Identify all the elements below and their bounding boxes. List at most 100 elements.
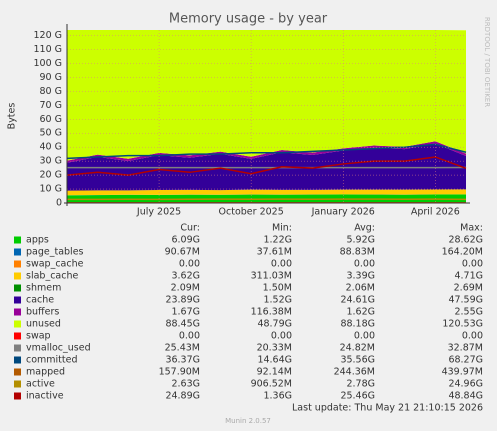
legend-value: 906.52M: [251, 379, 292, 390]
legend-label: slab_cache: [26, 271, 78, 282]
y-axis-label: Bytes: [7, 103, 18, 130]
legend-value: 37.61M: [257, 247, 292, 258]
legend-label: swap_cache: [26, 259, 84, 270]
legend-value: 2.55G: [454, 307, 483, 318]
legend-value: 1.67G: [171, 307, 200, 318]
legend-swatch: [14, 272, 21, 280]
legend-label: page_tables: [26, 247, 84, 258]
y-tick-label: 0: [56, 198, 62, 209]
legend-header: Max:: [460, 223, 483, 234]
legend-value: 25.46G: [340, 391, 375, 402]
legend-value: 47.59G: [448, 295, 483, 306]
legend-header: Avg:: [354, 223, 375, 234]
legend-label: vmalloc_used: [26, 343, 91, 354]
legend-value: 35.56G: [340, 355, 375, 366]
legend-swatch: [14, 248, 21, 256]
line: [66, 156, 467, 176]
y-tick-label: 110 G: [33, 44, 62, 55]
legend-value: 120.53G: [442, 319, 483, 330]
legend-label: mapped: [26, 367, 65, 378]
legend-value: 311.03M: [251, 271, 292, 282]
legend-value: 1.50M: [263, 283, 292, 294]
legend-label: cache: [26, 295, 54, 306]
legend-value: 4.71G: [454, 271, 483, 282]
legend-value: 48.79G: [257, 319, 292, 330]
legend-swatch: [14, 284, 21, 292]
area: [67, 194, 466, 196]
legend-value: 48.84G: [448, 391, 483, 402]
legend-swatch: [14, 320, 21, 328]
legend-value: 1.52G: [263, 295, 292, 306]
legend-value: 0.00: [179, 331, 200, 342]
legend-value: 88.45G: [165, 319, 200, 330]
legend-label: buffers: [26, 307, 59, 318]
legend-swatch: [14, 368, 21, 376]
legend-value: 164.20M: [442, 247, 483, 258]
legend-label: unused: [26, 319, 61, 330]
legend-value: 36.37G: [165, 355, 200, 366]
legend-swatch: [14, 260, 21, 268]
legend-value: 90.67M: [165, 247, 200, 258]
legend-swatch: [14, 236, 21, 244]
x-tick-label: October 2025: [219, 207, 284, 218]
y-tick-label: 50 G: [40, 128, 62, 139]
y-tick-label: 60 G: [40, 114, 62, 125]
y-tick-label: 70 G: [40, 100, 62, 111]
legend-value: 14.64G: [257, 355, 292, 366]
legend-value: 88.18G: [340, 319, 375, 330]
area: [67, 30, 466, 161]
legend-label: committed: [26, 355, 78, 366]
legend-value: 0.00: [179, 259, 200, 270]
legend-value: 3.62G: [171, 271, 200, 282]
legend-value: 6.09G: [171, 235, 200, 246]
legend-value: 116.38M: [251, 307, 292, 318]
legend-swatch: [14, 344, 21, 352]
legend-value: 1.22G: [263, 235, 292, 246]
legend-value: 157.90M: [159, 367, 200, 378]
legend-value: 23.89G: [165, 295, 200, 306]
line: [66, 143, 467, 160]
legend-value: 1.62G: [346, 307, 375, 318]
y-tick-label: 40 G: [40, 142, 62, 153]
legend-value: 0.00: [462, 331, 483, 342]
legend-value: 0.00: [271, 331, 292, 342]
legend-label: swap: [26, 331, 51, 342]
area: [67, 141, 466, 163]
legend-swatch: [14, 296, 21, 304]
y-tick-label: 30 G: [40, 156, 62, 167]
y-tick-label: 80 G: [40, 86, 62, 97]
legend-swatch: [14, 356, 21, 364]
plot: [66, 30, 467, 204]
legend-label: inactive: [26, 391, 64, 402]
y-tick-label: 90 G: [40, 72, 62, 83]
legend-value: 2.09M: [171, 283, 200, 294]
legend-value: 28.62G: [448, 235, 483, 246]
legend-value: 0.00: [354, 259, 375, 270]
side-label: RRDTOOL / TOBI OETIKER: [483, 17, 491, 107]
x-tick-label: January 2026: [311, 207, 375, 218]
legend-label: active: [26, 379, 55, 390]
last-update: Last update: Thu May 21 21:10:15 2026: [292, 403, 483, 414]
legend-value: 24.82M: [340, 343, 375, 354]
legend-header: Min:: [272, 223, 292, 234]
legend-value: 0.00: [354, 331, 375, 342]
legend-value: 3.39G: [346, 271, 375, 282]
y-tick-label: 100 G: [33, 58, 62, 69]
legend-value: 24.61G: [340, 295, 375, 306]
legend-label: apps: [26, 235, 49, 246]
version: Munin 2.0.57: [225, 417, 271, 425]
legend: Cur: Min: Avg: Max: apps 6.09G 1.22G 5.92G 28.62…: [14, 223, 483, 402]
legend-value: 88.83M: [340, 247, 375, 258]
legend-value: 1.36G: [263, 391, 292, 402]
legend-value: 25.43M: [165, 343, 200, 354]
x-tick-label: July 2025: [136, 207, 181, 218]
y-tick-label: 10 G: [40, 184, 62, 195]
legend-value: 2.06M: [346, 283, 375, 294]
legend-value: 20.33M: [257, 343, 292, 354]
legend-label: shmem: [26, 283, 61, 294]
legend-value: 2.69M: [454, 283, 483, 294]
legend-value: 32.87M: [448, 343, 483, 354]
legend-value: 68.27G: [448, 355, 483, 366]
